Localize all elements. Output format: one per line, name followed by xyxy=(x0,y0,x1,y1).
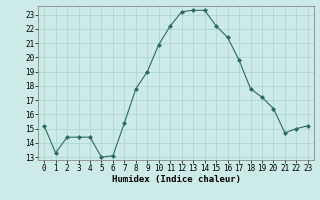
X-axis label: Humidex (Indice chaleur): Humidex (Indice chaleur) xyxy=(111,175,241,184)
